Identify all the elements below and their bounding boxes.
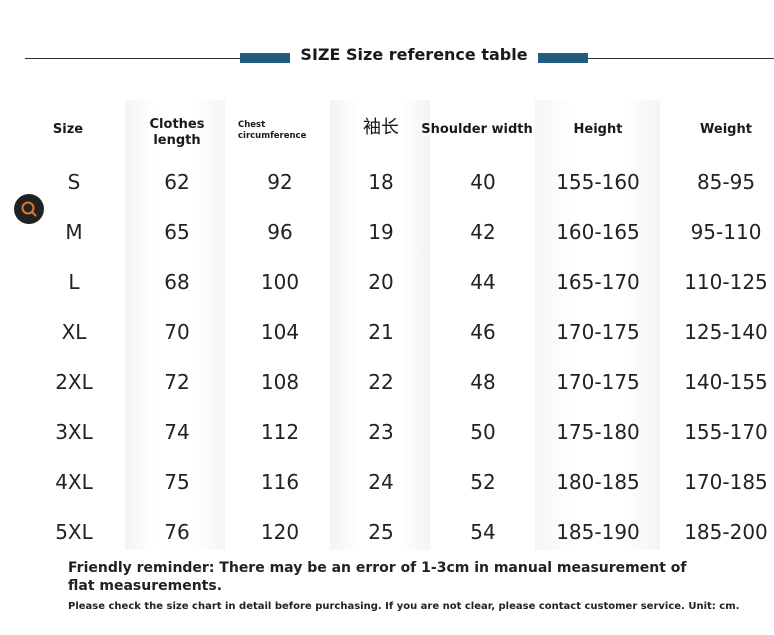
table-cell: 21 xyxy=(368,320,394,344)
table-cell: 108 xyxy=(260,370,300,394)
column-header: Height xyxy=(573,122,623,137)
table-cell: XL xyxy=(61,320,87,344)
table-cell: 92 xyxy=(267,170,293,194)
title-accent xyxy=(240,53,290,63)
table-cell: 74 xyxy=(164,420,190,444)
table-cell: S xyxy=(67,170,81,194)
table-cell: 95-110 xyxy=(690,220,762,244)
table-cell: 50 xyxy=(470,420,496,444)
table-cell: 19 xyxy=(368,220,394,244)
column-band xyxy=(330,100,430,550)
table-cell: 52 xyxy=(470,470,496,494)
note: Please check the size chart in detail be… xyxy=(68,601,740,612)
table-cell: 180-185 xyxy=(556,470,640,494)
column-band xyxy=(535,100,660,550)
table-cell: 18 xyxy=(368,170,394,194)
reminder: Friendly reminder: There may be an error… xyxy=(68,560,687,594)
column-header: Weight xyxy=(700,122,752,137)
table-cell: 112 xyxy=(260,420,300,444)
column-header: 袖长 xyxy=(363,117,399,138)
table-cell: 160-165 xyxy=(556,220,640,244)
table-cell: 175-180 xyxy=(556,420,640,444)
table-cell: 70 xyxy=(164,320,190,344)
table-cell: 170-175 xyxy=(556,370,640,394)
table-cell: 42 xyxy=(470,220,496,244)
table-cell: 110-125 xyxy=(684,270,768,294)
table-cell: 25 xyxy=(368,520,394,544)
table-cell: 23 xyxy=(368,420,394,444)
table-cell: 3XL xyxy=(55,420,93,444)
table-cell: 62 xyxy=(164,170,190,194)
table-cell: 5XL xyxy=(55,520,93,544)
title-rule xyxy=(588,58,774,59)
column-header: Clothes length xyxy=(149,117,205,148)
table-cell: 46 xyxy=(470,320,496,344)
column-band xyxy=(125,100,225,550)
table-cell: 165-170 xyxy=(556,270,640,294)
table-cell: 155-170 xyxy=(684,420,768,444)
table-cell: 155-160 xyxy=(556,170,640,194)
title: SIZE Size reference table xyxy=(300,45,528,64)
table-cell: 4XL xyxy=(55,470,93,494)
table-cell: L xyxy=(68,270,80,294)
search-button[interactable] xyxy=(14,194,44,224)
table-cell: 40 xyxy=(470,170,496,194)
search-icon xyxy=(21,201,37,217)
table-cell: 125-140 xyxy=(684,320,768,344)
table-cell: 48 xyxy=(470,370,496,394)
table-cell: 72 xyxy=(164,370,190,394)
table-cell: 44 xyxy=(470,270,496,294)
table-cell: 75 xyxy=(164,470,190,494)
table-cell: 170-185 xyxy=(684,470,768,494)
table-cell: 76 xyxy=(164,520,190,544)
table-cell: 22 xyxy=(368,370,394,394)
table-cell: 85-95 xyxy=(696,170,756,194)
table-cell: 100 xyxy=(260,270,300,294)
table-cell: 24 xyxy=(368,470,394,494)
table-cell: M xyxy=(65,220,83,244)
table-cell: 20 xyxy=(368,270,394,294)
table-cell: 170-175 xyxy=(556,320,640,344)
column-header: Chest circumference xyxy=(238,120,307,141)
table-cell: 54 xyxy=(470,520,496,544)
table-cell: 68 xyxy=(164,270,190,294)
table-cell: 65 xyxy=(164,220,190,244)
table-cell: 2XL xyxy=(55,370,93,394)
table-cell: 140-155 xyxy=(684,370,768,394)
column-header: Shoulder width xyxy=(421,122,533,137)
title-rule xyxy=(25,58,240,59)
table-cell: 185-190 xyxy=(556,520,640,544)
title-accent xyxy=(538,53,588,63)
table-cell: 120 xyxy=(260,520,300,544)
table-cell: 185-200 xyxy=(684,520,768,544)
table-cell: 96 xyxy=(267,220,293,244)
column-header: Size xyxy=(52,122,84,137)
table-cell: 116 xyxy=(260,470,300,494)
table-cell: 104 xyxy=(260,320,300,344)
